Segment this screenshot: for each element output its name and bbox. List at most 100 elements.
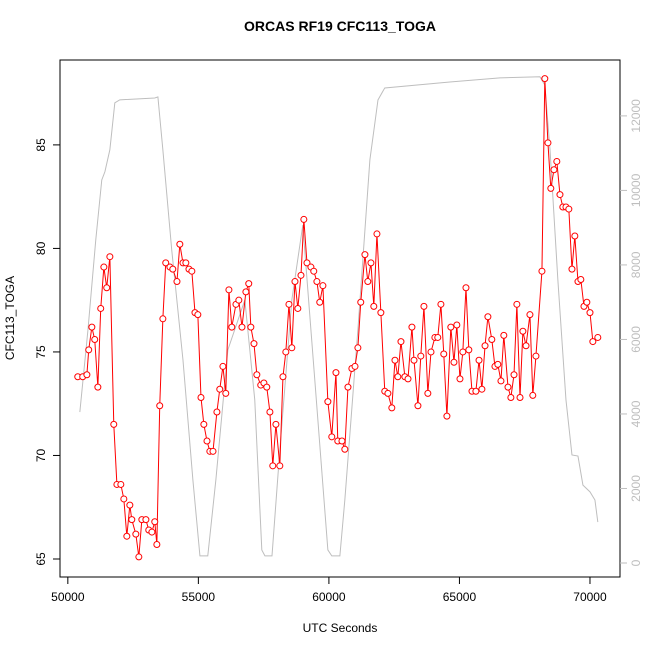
data-point [225, 286, 233, 294]
y2-tick-label: 6000 [629, 326, 643, 353]
data-point [291, 278, 299, 286]
data-point [394, 373, 402, 381]
data-point [594, 333, 602, 341]
data-point [120, 495, 128, 503]
plot-area [74, 75, 602, 561]
data-point [297, 271, 305, 279]
y-tick-label: 85 [34, 138, 48, 152]
chart-title: ORCAS RF19 CFC113_TOGA [244, 18, 436, 34]
data-point [169, 265, 177, 273]
data-point [529, 391, 537, 399]
data-point [313, 278, 321, 286]
data-point [377, 309, 385, 317]
data-point [106, 253, 114, 261]
data-point [388, 404, 396, 412]
data-point [216, 385, 224, 393]
x-tick-label: 70000 [573, 590, 607, 604]
data-point [182, 259, 190, 267]
data-point [176, 240, 184, 248]
data-point [443, 412, 451, 420]
data-point [547, 184, 555, 192]
data-point [310, 267, 318, 275]
data-point [519, 327, 527, 335]
data-point [303, 259, 311, 267]
data-point [209, 447, 217, 455]
data-point [151, 518, 159, 526]
y-tick-label: 65 [34, 552, 48, 566]
data-point [319, 282, 327, 290]
data-point [427, 348, 435, 356]
data-point [294, 304, 302, 312]
data-point [219, 362, 227, 370]
data-point [434, 333, 442, 341]
data-point [488, 336, 496, 344]
data-point [328, 433, 336, 441]
data-point [324, 398, 332, 406]
data-point [194, 311, 202, 319]
data-point [148, 528, 156, 536]
y-tick-label: 70 [34, 448, 48, 462]
data-point [288, 344, 296, 352]
data-point [370, 302, 378, 310]
x-tick-label: 55000 [182, 590, 216, 604]
data-point [424, 389, 432, 397]
plot-frame [59, 59, 621, 578]
data-point [94, 383, 102, 391]
data-point [577, 275, 585, 283]
data-point [384, 389, 392, 397]
data-point [238, 323, 246, 331]
data-point [462, 284, 470, 292]
data-point [341, 445, 349, 453]
data-point [135, 553, 143, 561]
y2-tick-label: 2000 [629, 475, 643, 502]
data-point [100, 263, 108, 271]
data-point [156, 402, 164, 410]
data-point [269, 462, 277, 470]
y-axis-label: CFC113_TOGA [3, 276, 17, 360]
data-point [316, 298, 324, 306]
data-point [456, 375, 464, 383]
data-point [126, 501, 134, 509]
data-point [357, 298, 365, 306]
data-point [513, 300, 521, 308]
data-point [367, 259, 375, 267]
data-point [88, 323, 96, 331]
y2-tick-label: 0 [629, 559, 643, 566]
data-point [91, 336, 99, 344]
data-point [516, 393, 524, 401]
data-point [472, 387, 480, 395]
data-point [568, 265, 576, 273]
data-point [504, 383, 512, 391]
data-point [103, 284, 111, 292]
data-point [110, 420, 118, 428]
y2-tick-label: 12000 [629, 99, 643, 133]
y2-tick-label: 8000 [629, 251, 643, 278]
data-point [83, 371, 91, 379]
data-point [475, 356, 483, 364]
data-point [162, 259, 170, 267]
data-point [420, 302, 428, 310]
data-point [272, 420, 280, 428]
data-point [250, 340, 258, 348]
data-point [532, 352, 540, 360]
data-point [235, 296, 243, 304]
data-point [132, 530, 140, 538]
data-point [510, 371, 518, 379]
data-point [494, 360, 502, 368]
data-point [541, 75, 549, 83]
data-point [571, 232, 579, 240]
data-point [332, 369, 340, 377]
data-point [361, 251, 369, 259]
data-point [85, 346, 93, 354]
data-point [404, 375, 412, 383]
data-point [253, 371, 261, 379]
data-point [142, 516, 150, 524]
data-point [279, 373, 287, 381]
data-point [450, 358, 458, 366]
data-point [173, 278, 181, 286]
data-point [437, 300, 445, 308]
data-point [553, 157, 561, 165]
data-point [556, 191, 564, 199]
data-point [276, 462, 284, 470]
